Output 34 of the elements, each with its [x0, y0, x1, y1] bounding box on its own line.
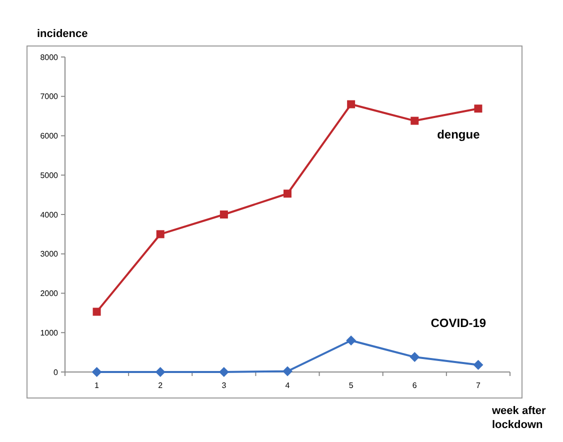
point — [474, 104, 482, 113]
x-tick-label: 4 — [285, 381, 290, 390]
point — [473, 360, 484, 370]
y-tick-label: 8000 — [40, 52, 59, 62]
x-tick-label: 1 — [94, 381, 100, 390]
x-tick-label: 6 — [412, 381, 418, 390]
y-tick-label: 4000 — [40, 210, 59, 220]
y-tick-label: 7000 — [40, 92, 59, 102]
series-label: dengue — [437, 128, 480, 142]
point — [346, 336, 356, 346]
point — [282, 366, 292, 376]
y-tick-label: 3000 — [40, 250, 59, 259]
point — [347, 100, 356, 108]
y-tick-label: 5000 — [40, 170, 59, 180]
x-tick-label: 5 — [348, 381, 354, 390]
x-tick-label: 7 — [476, 381, 481, 390]
x-tick-label: 2 — [158, 381, 164, 390]
y-tick-label: 0 — [54, 368, 59, 377]
y-tick-label: 2000 — [40, 289, 59, 298]
point — [156, 230, 164, 238]
y-tick-label: 6000 — [40, 132, 59, 141]
y-tick-label: 1000 — [40, 328, 59, 338]
point — [410, 352, 420, 362]
x-axis-title: week after lockdown — [491, 405, 547, 431]
point — [218, 367, 229, 377]
point — [155, 367, 166, 377]
point — [284, 190, 292, 198]
point — [220, 210, 228, 218]
point — [92, 308, 101, 316]
point — [410, 116, 419, 125]
y-axis-title: incidence — [37, 28, 88, 40]
text: COVID-19 — [430, 316, 486, 330]
point — [92, 367, 102, 377]
x-tick-label: 3 — [222, 381, 227, 390]
